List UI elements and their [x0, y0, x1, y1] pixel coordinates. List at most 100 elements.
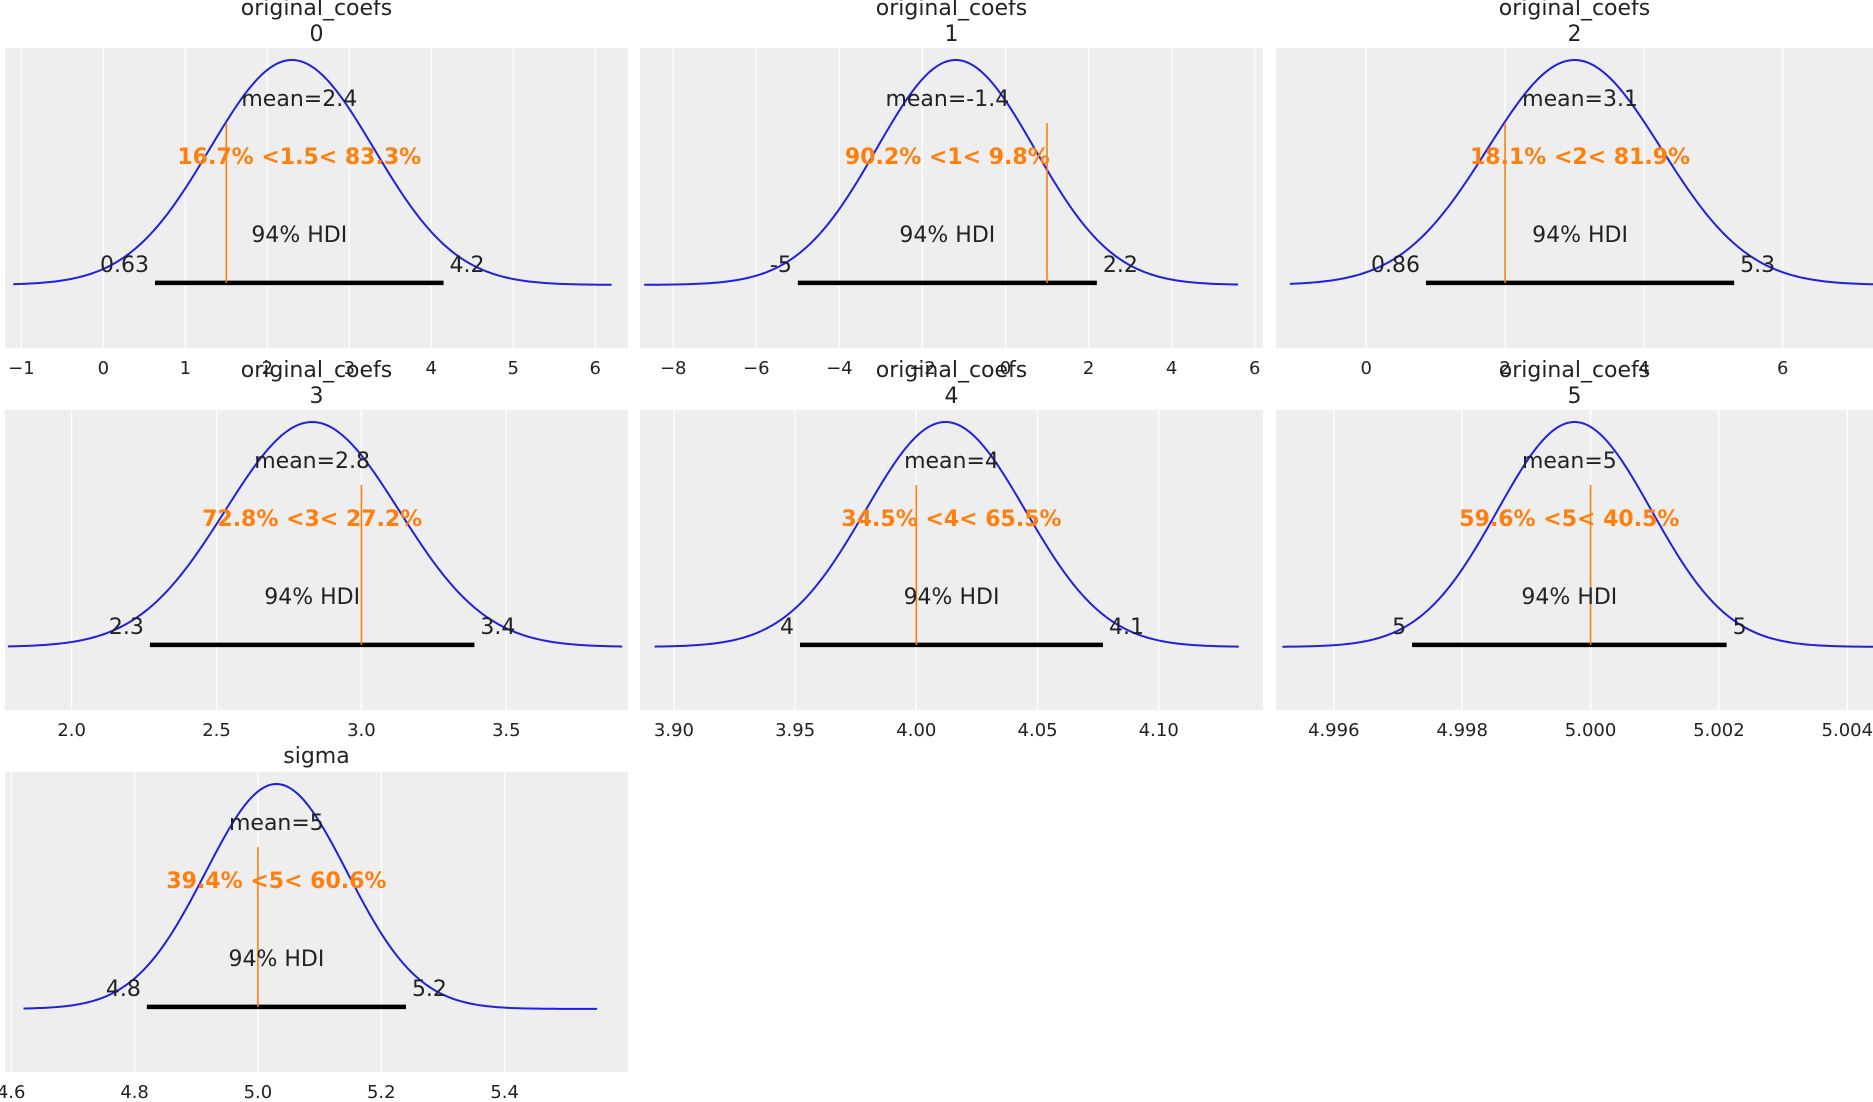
x-tick-label: 4.00	[896, 720, 936, 741]
x-tick-label: 2	[1499, 358, 1510, 379]
plot-area	[1276, 48, 1873, 348]
x-tick-label: 4.996	[1308, 720, 1360, 741]
hdi-high-label: 5.2	[412, 977, 447, 1002]
x-tick-label: 5.0	[244, 1082, 273, 1102]
hdi-high-label: 5.3	[1740, 253, 1775, 278]
x-tick-label: 2	[1083, 358, 1094, 379]
hdi-label: 94% HDI	[899, 223, 995, 248]
hdi-label: 94% HDI	[1532, 223, 1628, 248]
posterior-density-curve	[1289, 59, 1873, 286]
posterior-density-curve	[644, 59, 1239, 286]
panel-title-line: 2	[1568, 22, 1582, 47]
reference-value-label: 18.1% <2< 81.9%	[1470, 145, 1690, 170]
x-tick-label: 3	[344, 358, 355, 379]
x-tick-label: 5.002	[1693, 720, 1745, 741]
mean-label: mean=-1.4	[885, 87, 1009, 112]
x-tick-label: 5	[508, 358, 519, 379]
panel-6: 4.6 4.8 5.0 5.2 5.4 mean=5 39.4% <5< 60.6% 94% …	[0, 744, 628, 1102]
x-tick-label: 2	[262, 358, 273, 379]
panel-title-line: 4	[945, 384, 959, 409]
hdi-low-label: 4.8	[106, 977, 141, 1002]
x-tick-label: 1	[180, 358, 191, 379]
mean-label: mean=2.4	[241, 87, 357, 112]
x-tick-label: 4.998	[1436, 720, 1488, 741]
reference-value-label: 90.2% <1< 9.8%	[845, 145, 1050, 170]
x-tick-label: 4	[426, 358, 437, 379]
x-tick-label: 6	[589, 358, 600, 379]
panel-3: 2.0 2.5 3.0 3.5 mean=2.8 72.8% <3< 27.2% 94% H…	[5, 358, 628, 741]
x-tick-label: 0	[98, 358, 109, 379]
hdi-low-label: 2.3	[109, 615, 144, 640]
plot-area	[1276, 410, 1873, 710]
x-tick-label: 3.95	[775, 720, 815, 741]
hdi-label: 94% HDI	[1521, 585, 1617, 610]
reference-value-label: 39.4% <5< 60.6%	[166, 869, 386, 894]
reference-value-label: 16.7% <1.5< 83.3%	[177, 145, 421, 170]
posterior-density-curve	[23, 782, 598, 1010]
posterior-density-curve	[1282, 421, 1873, 648]
panel-title-line: 3	[310, 384, 324, 409]
x-tick-label: 6	[1249, 358, 1260, 379]
panel-2: 0 2 4 6 mean=3.1 18.1% <2< 81.9% 94% HDI 0.86 5.…	[1276, 0, 1873, 379]
mean-label: mean=4	[904, 449, 999, 474]
hdi-label: 94% HDI	[228, 947, 324, 972]
hdi-low-label: 0.63	[100, 253, 149, 278]
x-tick-label: 5.2	[367, 1082, 396, 1102]
x-tick-label: −6	[743, 358, 770, 379]
panel-title-line: 5	[1568, 384, 1582, 409]
panel-title-line: original_coefs	[876, 0, 1028, 21]
x-tick-label: 3.0	[347, 720, 376, 741]
panel-title-line: original_coefs	[241, 0, 393, 21]
panel-title-line: 0	[310, 22, 324, 47]
posterior-density-curve	[7, 420, 623, 648]
hdi-high-label: 5	[1733, 615, 1747, 640]
reference-value-label: 59.6% <5< 40.5%	[1459, 507, 1679, 532]
panel-title-line: sigma	[283, 744, 349, 769]
mean-label: mean=3.1	[1522, 87, 1638, 112]
x-tick-label: −4	[826, 358, 853, 379]
mean-label: mean=5	[229, 811, 324, 836]
hdi-high-label: 3.4	[480, 615, 515, 640]
panel-title-line: original_coefs	[1499, 358, 1651, 383]
x-tick-label: 4	[1638, 358, 1649, 379]
hdi-label: 94% HDI	[251, 223, 347, 248]
x-tick-label: 3.90	[654, 720, 694, 741]
x-tick-label: 4.10	[1139, 720, 1179, 741]
x-tick-label: −8	[660, 358, 687, 379]
plot-area	[640, 48, 1263, 348]
hdi-high-label: 4.2	[450, 253, 485, 278]
hdi-high-label: 4.1	[1109, 615, 1144, 640]
x-tick-label: 3.5	[492, 720, 521, 741]
hdi-low-label: 0.86	[1371, 253, 1420, 278]
panel-5: 4.996 4.998 5.000 5.002 5.004 mean=5 59.6% <5<…	[1276, 358, 1873, 741]
x-tick-label: −2	[909, 358, 936, 379]
hdi-label: 94% HDI	[264, 585, 360, 610]
panel-title-line: 1	[945, 22, 959, 47]
x-tick-label: 2.0	[57, 720, 86, 741]
x-tick-label: −1	[8, 358, 35, 379]
x-tick-label: 5.004	[1822, 720, 1873, 741]
mean-label: mean=2.8	[254, 449, 370, 474]
x-tick-label: 4.6	[0, 1082, 25, 1102]
plot-area	[5, 410, 628, 710]
panel-title-line: original_coefs	[1499, 0, 1651, 21]
panel-1: −8 −6 −4 −2 0 2 4 6 mean=-1.4 90.2% <1< 9.8% 94% H…	[640, 0, 1263, 379]
reference-value-label: 72.8% <3< 27.2%	[202, 507, 422, 532]
x-tick-label: 5.4	[490, 1082, 519, 1102]
plot-area	[5, 772, 628, 1072]
panel-0: −1 0 1 2 3 4 5 6 mean=2.4 16.7% <1.5< 83.3% 94% HD…	[5, 0, 628, 379]
x-tick-label: 4	[1166, 358, 1177, 379]
x-tick-label: 4.05	[1018, 720, 1058, 741]
plot-area	[5, 48, 628, 348]
posterior-density-curve	[654, 421, 1239, 648]
x-tick-label: 0	[1000, 358, 1011, 379]
hdi-high-label: 2.2	[1103, 253, 1138, 278]
x-tick-label: 4.8	[120, 1082, 149, 1102]
hdi-low-label: 5	[1392, 615, 1406, 640]
hdi-low-label: -5	[770, 253, 792, 278]
hdi-low-label: 4	[780, 615, 794, 640]
x-tick-label: 0	[1361, 358, 1372, 379]
panel-title-line: original_coefs	[241, 358, 393, 383]
